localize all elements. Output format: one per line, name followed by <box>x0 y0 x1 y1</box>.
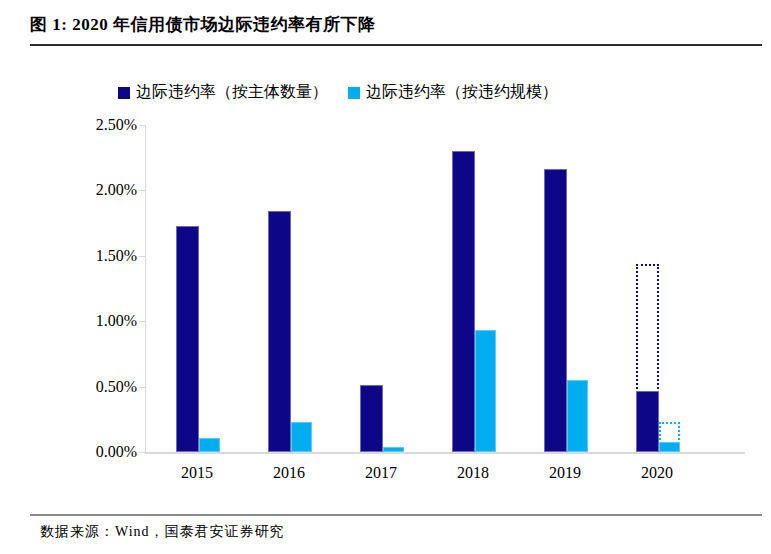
y-tick-label: 2.50% <box>41 116 137 134</box>
bar-2016-scale-solid <box>291 422 312 452</box>
y-tick-label: 1.50% <box>41 247 137 265</box>
bar-chart: 0.00% 0.50% 1.00% 1.50% 2.00% 2.50% 2015 2016 20… <box>0 0 771 554</box>
y-tick-mark <box>139 256 145 257</box>
x-tick-label: 2016 <box>257 463 321 483</box>
x-axis-line <box>145 452 745 454</box>
bar-2019-count-solid <box>544 169 567 452</box>
footer-divider <box>30 514 762 516</box>
bar-2018-count-solid <box>452 151 475 452</box>
y-tick-mark <box>139 125 145 126</box>
y-tick-label: 2.00% <box>41 181 137 199</box>
x-tick-label: 2019 <box>533 463 597 483</box>
bar-2015-scale-solid <box>199 438 220 452</box>
bar-2020-count-solid <box>636 391 659 452</box>
bar-2015-count-solid <box>176 226 199 452</box>
y-tick-mark <box>139 321 145 322</box>
y-axis-line <box>145 125 146 452</box>
figure-page: 图 1: 2020 年信用债市场边际违约率有所下降 边际违约率（按主体数量） 边… <box>0 0 771 554</box>
bar-2019-scale-solid <box>567 380 588 452</box>
x-tick-label: 2017 <box>349 463 413 483</box>
bar-2017-scale-solid <box>383 447 404 452</box>
bar-2020-scale-solid <box>659 442 680 452</box>
y-tick-label: 0.00% <box>41 443 137 461</box>
x-tick-label: 2020 <box>625 463 689 483</box>
x-tick-label: 2015 <box>165 463 229 483</box>
x-tick-label: 2018 <box>441 463 505 483</box>
y-tick-label: 1.00% <box>41 312 137 330</box>
bar-2017-count-solid <box>360 385 383 452</box>
y-tick-mark <box>139 190 145 191</box>
bar-2018-scale-solid <box>475 330 496 452</box>
data-source: 数据来源：Wind，国泰君安证券研究 <box>40 523 285 541</box>
y-tick-mark <box>139 387 145 388</box>
y-tick-mark <box>139 452 145 453</box>
bar-2016-count-solid <box>268 211 291 452</box>
y-tick-label: 0.50% <box>41 378 137 396</box>
